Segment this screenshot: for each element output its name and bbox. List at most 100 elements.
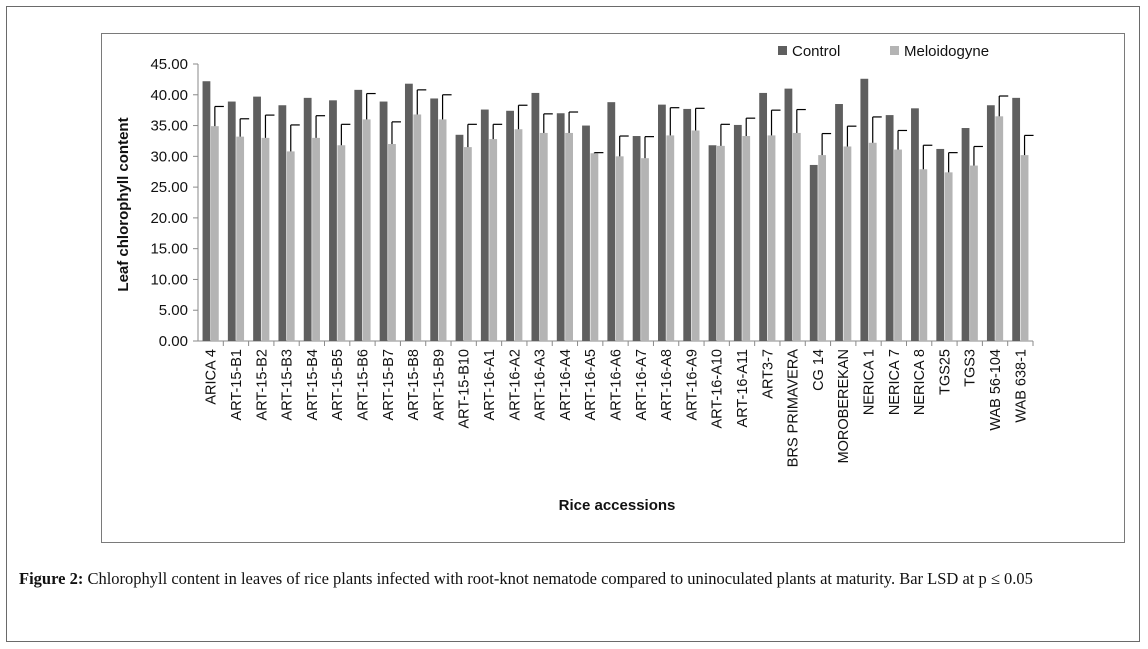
x-tick-label: ART-16-A5	[583, 349, 599, 420]
bar-meloidogyne	[236, 136, 245, 341]
bar-meloidogyne	[742, 136, 751, 341]
x-tick-label: ART-16-A6	[609, 349, 625, 420]
x-tick-label: ART-16-A11	[735, 349, 751, 427]
legend-label-control: Control	[792, 43, 841, 60]
y-tick-label: 10.00	[150, 271, 188, 288]
x-tick-label: NERICA 7	[887, 349, 903, 415]
bar-control	[885, 115, 894, 341]
x-tick-label: ART-16-A4	[558, 349, 574, 420]
bar-control	[683, 108, 692, 342]
bar-control	[936, 148, 945, 341]
x-tick-label: NERICA 8	[912, 349, 928, 415]
bar-control	[809, 164, 818, 341]
x-tick-label: ART-15-B10	[457, 349, 473, 429]
bar-meloidogyne	[691, 130, 700, 341]
bar-meloidogyne	[312, 137, 320, 341]
bar-control	[506, 110, 514, 341]
x-tick-label: ART-15-B7	[381, 349, 397, 420]
bar-meloidogyne	[615, 156, 624, 341]
x-tick-label: ART-15-B3	[280, 349, 296, 420]
figure-caption: Figure 2: Chlorophyll content in leaves …	[19, 568, 1134, 590]
bar-meloidogyne	[944, 172, 953, 341]
x-tick-label: ART-15-B4	[305, 349, 321, 420]
bar-meloidogyne	[463, 147, 472, 341]
bar-control	[278, 105, 287, 342]
bar-control	[708, 145, 717, 341]
bar-control	[784, 88, 793, 341]
x-tick-label: ART-16-A1	[482, 349, 498, 420]
bar-control	[202, 81, 211, 341]
bar-control	[556, 113, 565, 341]
x-tick-label: BRS PRIMAVERA	[786, 349, 802, 468]
bar-meloidogyne	[413, 114, 422, 341]
x-tick-label: ART-15-B6	[355, 349, 371, 420]
bar-meloidogyne	[868, 142, 877, 341]
bar-control	[835, 104, 843, 341]
y-tick-label: 5.00	[159, 302, 188, 319]
bar-meloidogyne	[1020, 155, 1029, 341]
bar-meloidogyne	[286, 151, 295, 341]
bar-meloidogyne	[210, 126, 219, 341]
x-tick-label: ART-16-A9	[684, 349, 700, 420]
x-tick-label: ART-16-A2	[507, 349, 523, 420]
x-axis-title: Rice accessions	[559, 497, 676, 514]
y-tick-label: 45.00	[150, 56, 188, 73]
bar-meloidogyne	[843, 146, 852, 341]
bar-chart: 0.00 5.00 10.00 15.00 20.00 25.00 30.00 35.00 40…	[115, 56, 1034, 514]
bar-meloidogyne	[565, 132, 573, 341]
bar-control	[733, 124, 742, 341]
bar-meloidogyne	[489, 139, 498, 341]
bar-control	[607, 102, 616, 341]
bar-control	[253, 96, 261, 341]
figure-frame	[6, 6, 1140, 642]
bar-meloidogyne	[767, 135, 776, 341]
bar-control	[329, 100, 337, 341]
bar-meloidogyne	[818, 155, 827, 341]
bar-meloidogyne	[337, 145, 346, 341]
x-tick-label: NERICA 1	[862, 349, 878, 415]
bar-meloidogyne	[641, 158, 649, 341]
bar-control	[632, 136, 641, 341]
bar-control	[303, 97, 312, 341]
bar-meloidogyne	[261, 137, 270, 341]
bar-control	[354, 89, 363, 341]
bar-control	[379, 101, 388, 341]
x-tick-label: CG 14	[811, 349, 827, 391]
bar-control	[430, 98, 439, 342]
bar-control	[404, 83, 413, 341]
x-tick-label: TGS25	[937, 349, 953, 395]
x-tick-label: ART-15-B8	[406, 349, 422, 420]
bar-meloidogyne	[539, 132, 548, 341]
bar-meloidogyne	[970, 165, 978, 341]
legend-swatch-meloidogyne	[890, 46, 899, 55]
bar-control	[582, 125, 590, 341]
bar-control	[759, 92, 768, 341]
bar-control	[1012, 97, 1021, 341]
bar-meloidogyne	[717, 145, 725, 341]
bar-control	[455, 134, 464, 341]
x-tick-label: MOROBEREKAN	[836, 349, 852, 463]
bar-meloidogyne	[792, 132, 801, 341]
y-tick-label: 40.00	[150, 87, 188, 104]
x-tick-label: ART-16-A3	[533, 349, 549, 420]
y-tick-label: 15.00	[150, 241, 188, 258]
bar-control	[986, 105, 995, 342]
x-tick-label: ART-15-B9	[431, 349, 447, 420]
bar-control	[531, 92, 540, 341]
bar-control	[480, 109, 489, 341]
bar-control	[911, 108, 919, 341]
bar-control	[961, 128, 970, 341]
bar-meloidogyne	[894, 149, 902, 341]
x-tick-label: ART3-7	[760, 349, 776, 399]
x-tick-label: WAB 56-104	[988, 349, 1004, 431]
y-axis-title: Leaf chlorophyll content	[115, 117, 132, 291]
legend-label-meloidogyne: Meloidogyne	[904, 43, 990, 60]
x-tick-label: ART-15-B5	[330, 349, 346, 420]
x-tick-label: TGS3	[963, 349, 979, 387]
y-tick-label: 30.00	[150, 148, 188, 165]
bar-control	[658, 104, 666, 341]
bar-meloidogyne	[666, 135, 675, 341]
bar-meloidogyne	[514, 129, 523, 341]
bar-control	[860, 78, 869, 342]
y-tick-label: 20.00	[150, 210, 188, 227]
